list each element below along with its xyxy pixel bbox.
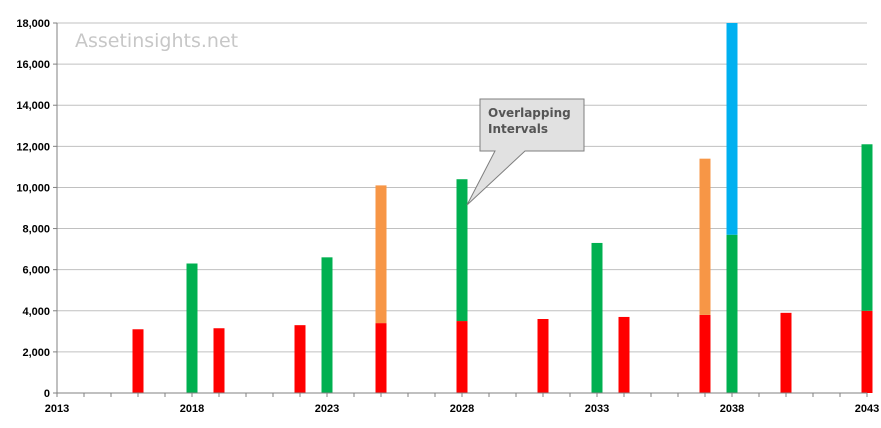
callout-line-1: Overlapping [488, 106, 571, 120]
bar-2028-green [456, 179, 468, 322]
y-tick-label-8: 16,000 [16, 59, 50, 71]
callout-line-2: Intervals [488, 122, 548, 136]
y-tick-label-6: 12,000 [16, 141, 50, 153]
x-tick-label-1: 2018 [180, 403, 204, 415]
bar-2022-red [294, 325, 306, 393]
bar-2016-red [132, 329, 144, 393]
y-tick-label-5: 10,000 [16, 182, 50, 194]
bar-2018-green [186, 263, 198, 393]
y-tick-label-3: 6,000 [22, 265, 50, 277]
x-tick-label-3: 2028 [450, 403, 474, 415]
callout-box [466, 98, 585, 206]
x-tick-label-5: 2038 [720, 403, 744, 415]
bar-2034-red [618, 316, 630, 393]
y-tick-label-1: 2,000 [22, 347, 50, 359]
x-tick-label-0: 2013 [45, 403, 69, 415]
bar-2028-red [456, 321, 468, 393]
bar-2043-red [861, 310, 873, 393]
bar-2037-red [699, 314, 711, 393]
x-tick-label-2: 2023 [315, 403, 339, 415]
x-tick-labels: 2013 2018 2023 2028 2033 2038 2043 [45, 403, 879, 415]
y-tick-label-7: 14,000 [16, 100, 50, 112]
y-tick-labels: 0 2,000 4,000 6,000 8,000 10,000 12,000 14,000 1… [16, 18, 50, 400]
bar-2025-orange [375, 185, 387, 324]
bar-2040-red [780, 312, 792, 393]
x-tick-label-6: 2043 [855, 403, 879, 415]
watermark-text: Assetinsights.net [75, 30, 238, 52]
y-tick-label-4: 8,000 [22, 224, 50, 236]
x-tick-label-4: 2033 [585, 403, 609, 415]
y-tick-label-9: 18,000 [16, 18, 50, 30]
y-tick-label-0: 0 [44, 388, 50, 400]
callout-overlapping-intervals: Overlapping Intervals [466, 98, 585, 206]
bar-2025-red [375, 323, 387, 393]
bar-2019-red [213, 328, 225, 393]
bar-2033-green [591, 242, 603, 393]
bar-2023-green [321, 257, 333, 393]
bar-2037-orange [699, 158, 711, 315]
bar-2043-green [861, 144, 873, 311]
bars [132, 23, 873, 393]
bar-2031-red [537, 319, 549, 393]
bar-2038-green [726, 234, 738, 393]
axes [53, 22, 868, 397]
y-tick-label-2: 4,000 [22, 306, 50, 318]
bar-2038-blue [726, 23, 738, 235]
